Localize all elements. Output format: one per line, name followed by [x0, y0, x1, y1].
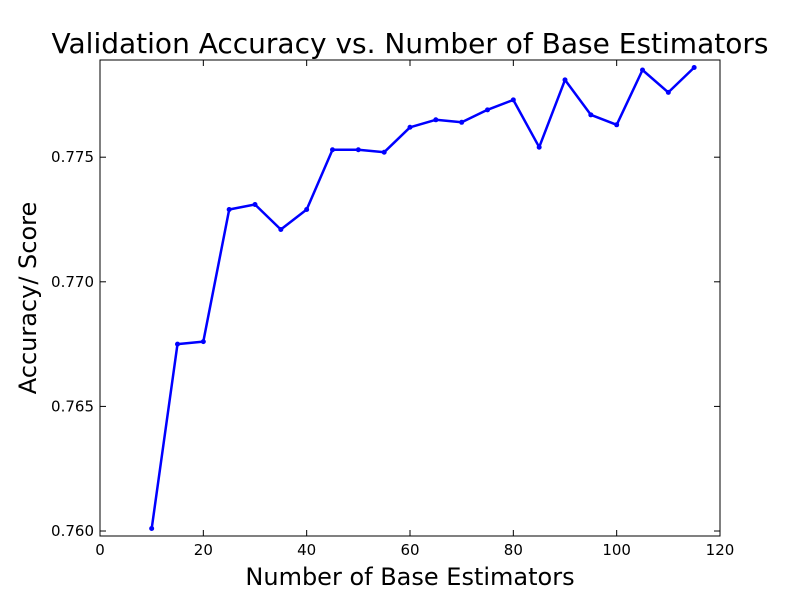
- data-point: [588, 112, 594, 118]
- data-point: [459, 119, 465, 125]
- x-tick-label: 60: [400, 541, 419, 559]
- plot-frame: [99, 59, 721, 537]
- y-axis-label: Accuracy/ Score: [14, 202, 42, 395]
- chart-title: Validation Accuracy vs. Number of Base E…: [52, 27, 769, 60]
- data-point: [355, 147, 361, 153]
- data-point: [691, 64, 697, 70]
- x-tick-label: 0: [95, 541, 105, 559]
- x-tick-label: 120: [706, 541, 735, 559]
- x-tick-label: 80: [504, 541, 523, 559]
- data-point: [407, 124, 413, 130]
- y-axis: 0.760 0.765 0.770 0.775: [51, 148, 720, 540]
- y-tick-label: 0.765: [51, 397, 94, 415]
- data-point: [536, 144, 542, 150]
- series-group: [149, 64, 697, 532]
- data-point: [614, 122, 620, 128]
- data-point: [149, 526, 155, 532]
- y-tick-label: 0.770: [51, 273, 94, 291]
- y-tick-label: 0.760: [51, 522, 94, 540]
- data-point: [330, 147, 335, 153]
- x-axis-label: Number of Base Estimators: [245, 563, 574, 591]
- data-point: [381, 149, 387, 155]
- x-axis: 0 20 40 60 80 100 120: [95, 60, 734, 559]
- data-point: [640, 67, 645, 73]
- data-point: [433, 117, 439, 123]
- y-tick-label: 0.775: [51, 148, 94, 166]
- data-point: [304, 207, 310, 213]
- data-point: [485, 107, 490, 113]
- data-point: [665, 89, 671, 95]
- series-line: [150, 66, 696, 529]
- data-point: [510, 97, 516, 103]
- data-point: [252, 202, 258, 208]
- x-tick-label: 20: [194, 541, 213, 559]
- data-point: [226, 207, 232, 213]
- x-tick-label: 100: [602, 541, 631, 559]
- data-point: [175, 341, 180, 347]
- x-tick-label: 40: [297, 541, 316, 559]
- data-point: [200, 339, 206, 345]
- data-point: [278, 226, 284, 232]
- data-point: [562, 77, 568, 83]
